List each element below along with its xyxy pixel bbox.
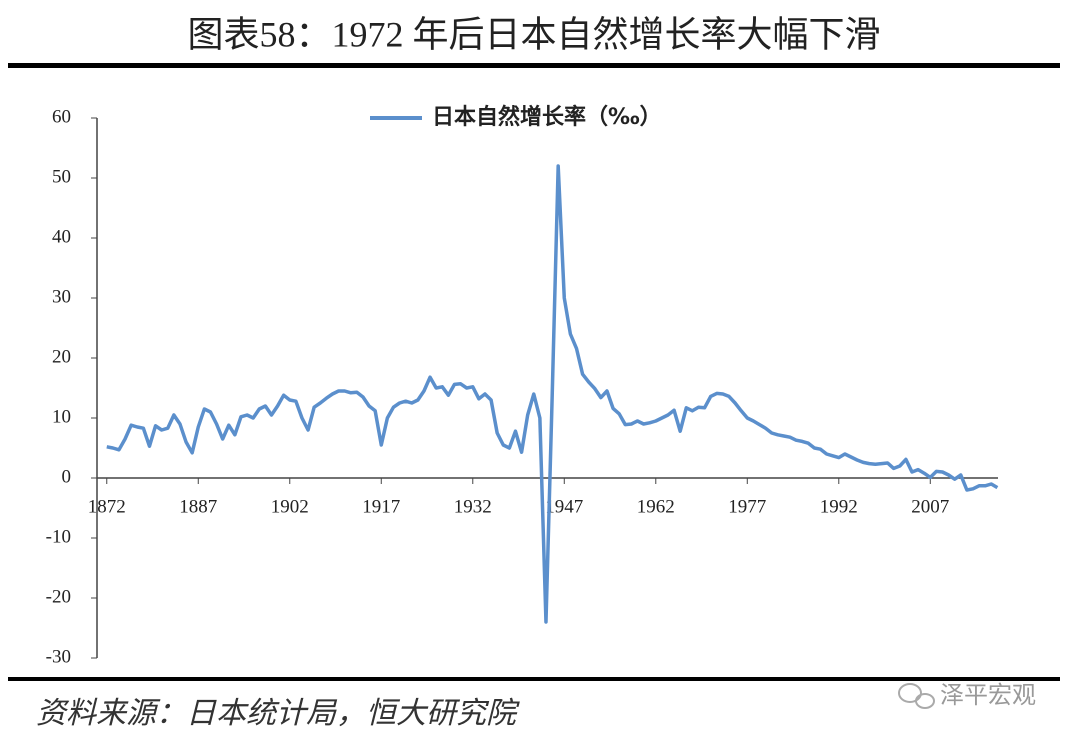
y-tick-label: 50 [52,166,71,187]
title-rule [8,63,1060,68]
source-note: 资料来源：日本统计局，恒大研究院 [36,697,520,730]
y-tick-label: 40 [52,226,71,247]
x-tick-label: 1887 [179,496,217,517]
y-tick-label: -10 [46,526,71,547]
x-tick-label: 1977 [728,496,766,517]
y-tick-label: 10 [52,406,71,427]
watermark-icon [898,683,935,709]
x-tick-label: 2007 [911,496,949,517]
x-tick-label: 1992 [820,496,858,517]
x-tick-label: 1947 [545,496,583,517]
x-tick-label: 1932 [454,496,492,517]
x-tick-label: 1872 [88,496,126,517]
x-tick-label: 1917 [362,496,400,517]
y-tick-label: 30 [52,286,71,307]
y-tick-label: 60 [52,106,71,127]
legend-label: 日本自然增长率（‰） [432,104,662,130]
y-tick-label: -30 [46,646,71,667]
footer-rule [8,677,1060,681]
y-tick-label: -20 [46,586,71,607]
data-line [106,164,999,624]
x-tick-label: 1902 [271,496,309,517]
y-tick-label: 20 [52,346,71,367]
y-tick-label: 0 [62,466,72,487]
watermark: 泽平宏观 [940,681,1036,709]
chart-title: 图表58：1972 年后日本自然增长率大幅下滑 [187,14,880,54]
x-tick-label: 1962 [637,496,675,517]
